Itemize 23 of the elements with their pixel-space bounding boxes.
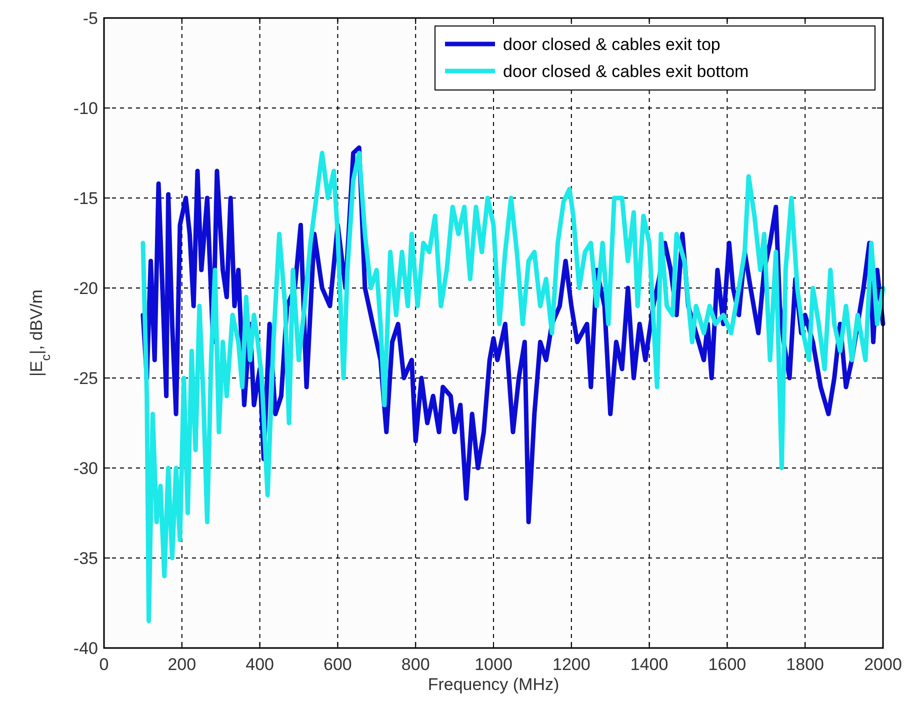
x-tick-label: 600 xyxy=(324,655,352,674)
x-tick-label: 200 xyxy=(168,655,196,674)
y-tick-label: -20 xyxy=(73,278,98,298)
y-tick-label: -10 xyxy=(73,98,98,118)
y-tick-label: -5 xyxy=(82,8,98,28)
x-tick-label: 400 xyxy=(246,655,274,674)
x-axis-title: Frequency (MHz) xyxy=(428,675,560,694)
line-series xyxy=(140,150,886,624)
x-tick-label: 1200 xyxy=(552,655,590,674)
y-tick-label: -35 xyxy=(73,548,98,568)
x-tick-label: 1400 xyxy=(630,655,668,674)
y-tick-label: -40 xyxy=(73,638,98,658)
y-tick-label: -25 xyxy=(73,368,98,388)
legend-label: door closed & cables exit bottom xyxy=(503,62,749,81)
legend-label: door closed & cables exit top xyxy=(503,34,720,54)
x-tick-label: 1800 xyxy=(786,655,824,674)
x-tick-label: 800 xyxy=(401,655,430,674)
x-tick-label: 1600 xyxy=(708,655,746,674)
x-tick-label: 1000 xyxy=(474,655,512,674)
x-tick-label: 2000 xyxy=(864,655,902,674)
y-tick-label: -30 xyxy=(73,458,98,478)
x-tick-label: 0 xyxy=(99,655,109,674)
y-tick-label: -15 xyxy=(73,188,98,208)
